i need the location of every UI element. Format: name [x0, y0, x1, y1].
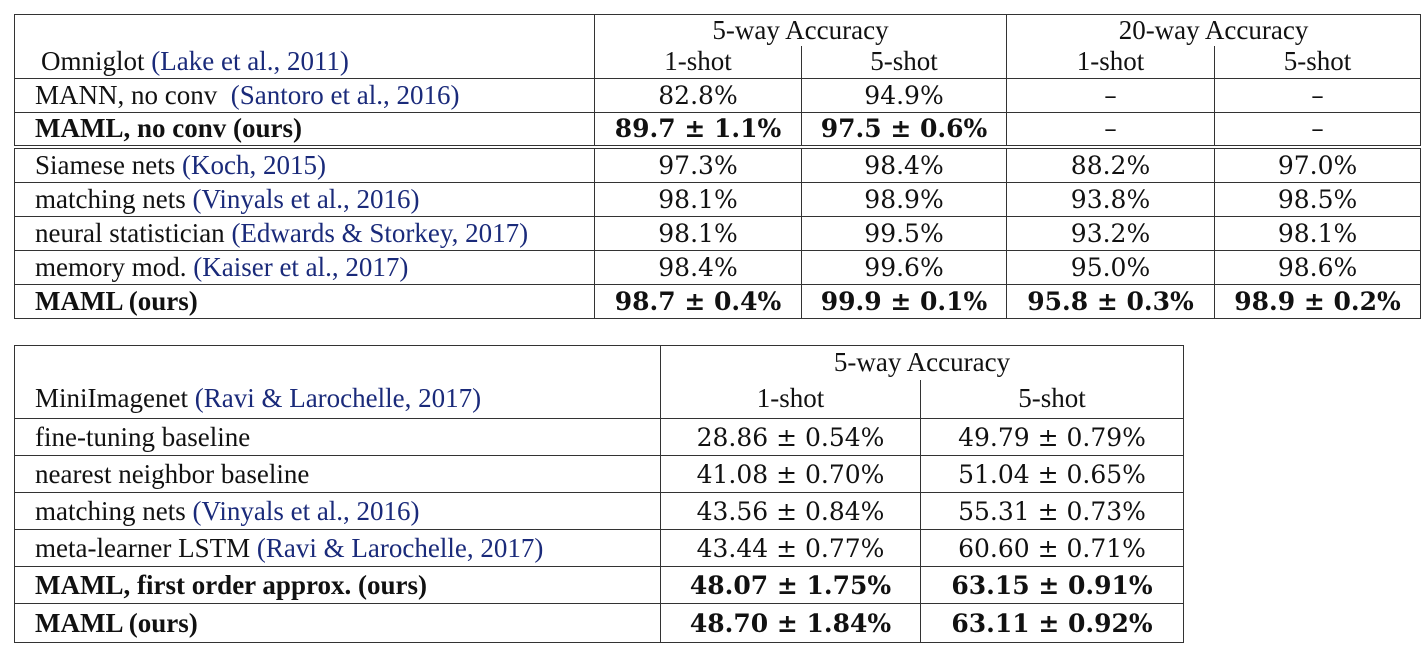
dataset-header: MiniImagenet (Ravi & Larochelle, 2017)	[14, 379, 661, 419]
value-cell: 97.0%	[1214, 144, 1422, 183]
subcol-20way-1shot: 1-shot	[1006, 45, 1216, 79]
value-cell: 98.1%	[594, 216, 802, 251]
method-citation: (Ravi & Larochelle, 2017)	[256, 532, 544, 563]
value-cell: 98.9 ± 0.2%	[1214, 284, 1422, 319]
table-row: fine-tuning baseline 28.86 ± 0.54% 49.79…	[14, 418, 1185, 456]
method-cell: MAML, first order approx. (ours)	[14, 566, 661, 604]
group-header-5way: 5-way Accuracy	[659, 345, 1185, 380]
value-cell: 99.9 ± 0.1%	[800, 284, 1008, 319]
method-name: meta-learner LSTM	[35, 532, 251, 563]
method-cell: neural statistician (Edwards & Storkey, …	[14, 216, 595, 251]
value-cell: 48.07 ± 1.75%	[660, 566, 921, 604]
dataset-citation: (Lake et al., 2011)	[151, 46, 349, 77]
table-row: MAML, first order approx. (ours) 48.07 ±…	[14, 566, 1185, 604]
subcol-20way-5shot: 5-shot	[1214, 45, 1422, 79]
subcol-5way-1shot: 1-shot	[594, 45, 802, 79]
subcol-5way-5shot: 5-shot	[919, 379, 1185, 419]
value-cell: 98.5%	[1214, 182, 1422, 217]
method-name: neural statistician	[35, 218, 225, 248]
value-cell: 28.86 ± 0.54%	[660, 418, 921, 456]
omniglot-results-table: 5-way Accuracy 20-way Accuracy Omniglot …	[14, 14, 1422, 319]
table-row: MAML (ours) 98.7 ± 0.4% 99.9 ± 0.1% 95.8…	[14, 284, 1422, 319]
value-cell: 94.9%	[800, 78, 1008, 113]
table-row: meta-learner LSTM (Ravi & Larochelle, 20…	[14, 529, 1185, 567]
method-citation: (Vinyals et al., 2016)	[192, 495, 420, 526]
method-cell: memory mod. (Kaiser et al., 2017)	[14, 250, 595, 285]
value-cell: 95.0%	[1006, 250, 1216, 285]
value-cell: 43.56 ± 0.84%	[660, 492, 921, 530]
method-cell: MAML (ours)	[14, 284, 595, 319]
value-cell: 41.08 ± 0.70%	[660, 455, 921, 493]
table-row: matching nets (Vinyals et al., 2016) 43.…	[14, 492, 1185, 530]
method-citation: (Vinyals et al., 2016)	[192, 184, 420, 214]
method-cell: matching nets (Vinyals et al., 2016)	[14, 492, 661, 530]
table-row: neural statistician (Edwards & Storkey, …	[14, 216, 1422, 251]
method-cell: Siamese nets (Koch, 2015)	[14, 144, 595, 183]
value-cell: –	[1214, 78, 1422, 113]
value-cell: 88.2%	[1006, 144, 1216, 183]
table-row: MANN, no conv (Santoro et al., 2016) 82.…	[14, 78, 1422, 113]
method-cell: matching nets (Vinyals et al., 2016)	[14, 182, 595, 217]
group-header-20way: 20-way Accuracy	[1006, 14, 1422, 46]
group-header-5way: 5-way Accuracy	[593, 14, 1008, 46]
subcol-5way-5shot: 5-shot	[800, 45, 1008, 79]
value-cell: 63.15 ± 0.91%	[919, 566, 1185, 604]
value-cell: 89.7 ± 1.1%	[594, 112, 802, 147]
value-cell: 99.5%	[800, 216, 1008, 251]
value-cell: 98.4%	[800, 144, 1008, 183]
table-row: MAML, no conv (ours) 89.7 ± 1.1% 97.5 ± …	[14, 112, 1422, 147]
value-cell: 48.70 ± 1.84%	[660, 603, 921, 643]
method-cell: meta-learner LSTM (Ravi & Larochelle, 20…	[14, 529, 661, 567]
table-row: nearest neighbor baseline 41.08 ± 0.70% …	[14, 455, 1185, 493]
value-cell: 98.9%	[800, 182, 1008, 217]
header-empty-cell	[14, 14, 595, 46]
table-row: Siamese nets (Koch, 2015) 97.3% 98.4% 88…	[14, 144, 1422, 183]
method-name: memory mod.	[35, 252, 187, 282]
value-cell: 98.6%	[1214, 250, 1422, 285]
method-citation: (Edwards & Storkey, 2017)	[231, 218, 529, 248]
method-citation: (Santoro et al., 2016)	[230, 80, 460, 110]
value-cell: 98.4%	[594, 250, 802, 285]
value-cell: 82.8%	[594, 78, 802, 113]
value-cell: 51.04 ± 0.65%	[919, 455, 1185, 493]
value-cell: 93.2%	[1006, 216, 1216, 251]
value-cell: –	[1006, 112, 1216, 147]
value-cell: 98.7 ± 0.4%	[594, 284, 802, 319]
method-cell: fine-tuning baseline	[14, 418, 661, 456]
table-row: memory mod. (Kaiser et al., 2017) 98.4% …	[14, 250, 1422, 285]
header-empty-cell	[14, 345, 661, 380]
value-cell: 98.1%	[1214, 216, 1422, 251]
method-name: matching nets	[35, 184, 186, 214]
value-cell: –	[1006, 78, 1216, 113]
method-citation: (Koch, 2015)	[181, 149, 326, 180]
method-cell: MAML (ours)	[14, 603, 661, 643]
method-name: matching nets	[35, 495, 186, 526]
method-name: Siamese nets	[35, 149, 176, 180]
value-cell: 60.60 ± 0.71%	[919, 529, 1185, 567]
value-cell: 55.31 ± 0.73%	[919, 492, 1185, 530]
dataset-name: MiniImagenet	[35, 383, 188, 414]
subcol-5way-1shot: 1-shot	[660, 379, 921, 419]
dataset-name: Omniglot	[41, 46, 145, 77]
value-cell: 97.5 ± 0.6%	[800, 112, 1008, 147]
method-cell: MANN, no conv (Santoro et al., 2016)	[14, 78, 595, 113]
value-cell: 93.8%	[1006, 182, 1216, 217]
value-cell: 95.8 ± 0.3%	[1006, 284, 1216, 319]
method-cell: nearest neighbor baseline	[14, 455, 661, 493]
method-name: MANN, no conv	[35, 80, 218, 110]
value-cell: –	[1214, 112, 1422, 147]
value-cell: 49.79 ± 0.79%	[919, 418, 1185, 456]
value-cell: 98.1%	[594, 182, 802, 217]
method-citation: (Kaiser et al., 2017)	[193, 252, 409, 282]
method-cell: MAML, no conv (ours)	[14, 112, 595, 147]
table-row: MAML (ours) 48.70 ± 1.84% 63.11 ± 0.92%	[14, 603, 1185, 643]
table-row: matching nets (Vinyals et al., 2016) 98.…	[14, 182, 1422, 217]
dataset-header: Omniglot (Lake et al., 2011)	[14, 45, 595, 79]
value-cell: 97.3%	[594, 144, 802, 183]
dataset-citation: (Ravi & Larochelle, 2017)	[194, 383, 482, 414]
value-cell: 99.6%	[800, 250, 1008, 285]
value-cell: 43.44 ± 0.77%	[660, 529, 921, 567]
miniimagenet-results-table: 5-way Accuracy MiniImagenet (Ravi & Laro…	[14, 345, 1185, 643]
value-cell: 63.11 ± 0.92%	[919, 603, 1185, 643]
